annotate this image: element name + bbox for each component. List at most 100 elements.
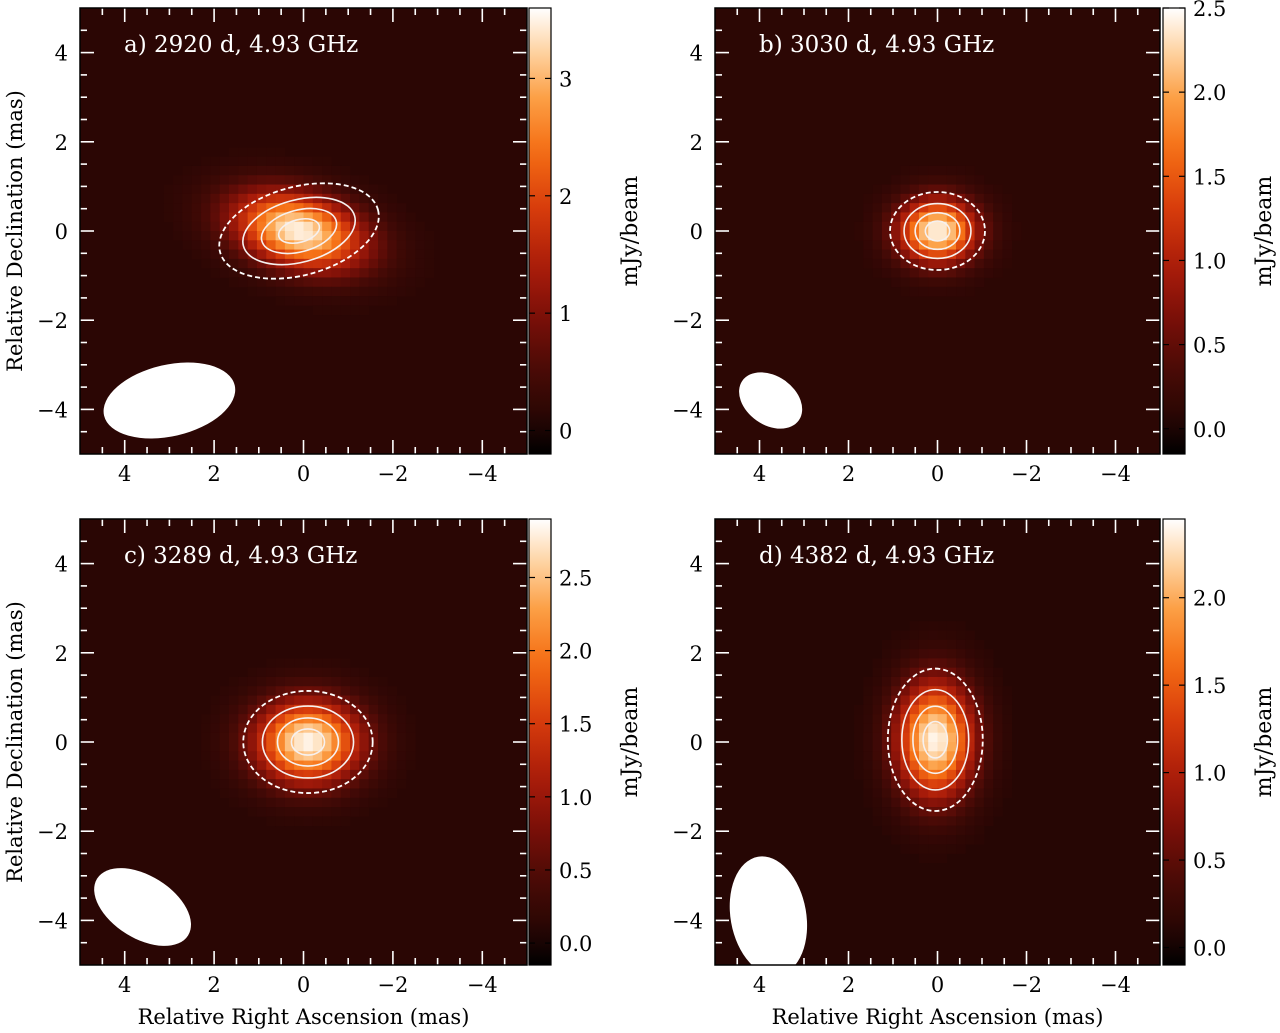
y-tick-label: −4 bbox=[37, 398, 68, 422]
heatmap-image bbox=[715, 8, 1160, 454]
heatmap-cell bbox=[238, 714, 249, 724]
heatmap-cell bbox=[359, 742, 370, 752]
heatmap-cell bbox=[256, 797, 267, 808]
heatmap-cell bbox=[201, 203, 211, 213]
heatmap-cell bbox=[322, 296, 332, 306]
heatmap-cell bbox=[368, 723, 379, 734]
heatmap-cell bbox=[983, 769, 994, 780]
heatmap-cell bbox=[387, 277, 398, 288]
heatmap-cell bbox=[256, 769, 267, 780]
heatmap-cell bbox=[219, 788, 230, 799]
heatmap-cell bbox=[350, 807, 360, 817]
heatmap-cell bbox=[303, 779, 314, 789]
heatmap-cell bbox=[266, 193, 276, 204]
heatmap-cell bbox=[909, 165, 920, 176]
heatmap-cell bbox=[210, 779, 221, 789]
heatmap-cell bbox=[965, 630, 975, 641]
heatmap-cell bbox=[340, 760, 351, 771]
heatmap-cell bbox=[229, 760, 239, 771]
heatmap-cell bbox=[928, 714, 938, 724]
heatmap-cell bbox=[863, 212, 873, 223]
heatmap-cell bbox=[993, 258, 1003, 269]
heatmap-cell bbox=[872, 769, 883, 780]
heatmap-cell bbox=[937, 639, 948, 650]
heatmap-cell bbox=[322, 779, 332, 789]
heatmap-cell bbox=[294, 658, 304, 669]
heatmap-cell bbox=[163, 212, 174, 223]
heatmap-cell bbox=[340, 296, 351, 306]
heatmap-cell bbox=[303, 695, 314, 706]
heatmap-cell bbox=[909, 258, 920, 269]
heatmap-cell bbox=[201, 723, 211, 734]
heatmap-cell bbox=[294, 723, 304, 734]
heatmap-cell bbox=[359, 231, 370, 241]
heatmap-cell bbox=[359, 732, 370, 743]
heatmap-cell bbox=[983, 658, 994, 669]
panel-d: 4 2 0 −2 −4 −4 −2 0 2 4 d) 4382 d, 4.93 GHz Relativ… bbox=[672, 518, 1277, 1029]
heatmap-cell bbox=[983, 667, 994, 678]
heatmap-cell bbox=[937, 221, 948, 232]
colorbar-tick-label: 0.5 bbox=[1193, 334, 1226, 358]
heatmap-cell bbox=[210, 258, 221, 269]
heatmap-cell bbox=[368, 704, 379, 715]
heatmap-cell bbox=[387, 788, 398, 799]
heatmap-cell bbox=[238, 193, 249, 204]
heatmap-cell bbox=[900, 816, 911, 827]
heatmap-cell bbox=[918, 268, 929, 278]
heatmap-cell bbox=[881, 203, 892, 213]
heatmap-cell bbox=[368, 249, 379, 260]
heatmap-cell bbox=[247, 203, 258, 213]
heatmap-cell bbox=[256, 184, 267, 195]
heatmap-cell bbox=[331, 231, 342, 241]
heatmap-cell bbox=[182, 193, 193, 204]
heatmap-cell bbox=[359, 695, 370, 706]
heatmap-cell bbox=[928, 630, 938, 641]
heatmap-cell bbox=[256, 704, 267, 715]
heatmap-cell bbox=[909, 175, 920, 185]
heatmap-cell bbox=[210, 249, 221, 260]
heatmap-cell bbox=[238, 723, 249, 734]
heatmap-cell bbox=[405, 212, 416, 223]
colorbar-tick-label: 1.0 bbox=[559, 786, 592, 810]
heatmap-cell bbox=[303, 249, 314, 260]
heatmap-cell bbox=[350, 667, 360, 678]
heatmap-cell bbox=[396, 203, 407, 213]
heatmap-cell bbox=[854, 221, 864, 232]
heatmap-cell bbox=[256, 686, 267, 696]
heatmap-cell bbox=[965, 714, 975, 724]
heatmap-cell bbox=[405, 221, 416, 232]
heatmap-cell bbox=[275, 723, 286, 734]
heatmap-cell bbox=[891, 639, 901, 650]
heatmap-cell bbox=[284, 221, 295, 232]
heatmap-cell bbox=[229, 769, 239, 780]
heatmap-cell bbox=[909, 658, 920, 669]
heatmap-cell bbox=[891, 686, 901, 696]
heatmap-cell bbox=[872, 723, 883, 734]
heatmap-cell bbox=[974, 258, 985, 269]
heatmap-cell bbox=[275, 193, 286, 204]
heatmap-cell bbox=[350, 193, 360, 204]
heatmap-cell bbox=[331, 807, 342, 817]
heatmap-cell bbox=[956, 788, 966, 799]
beam-ellipse bbox=[103, 362, 236, 439]
heatmap-cell bbox=[331, 760, 342, 771]
heatmap-cell bbox=[863, 203, 873, 213]
heatmap-cell bbox=[378, 286, 388, 297]
heatmap-cell bbox=[396, 268, 407, 278]
heatmap-cell bbox=[256, 723, 267, 734]
heatmap-cell bbox=[983, 184, 994, 195]
heatmap-cell bbox=[854, 704, 864, 715]
heatmap-cell bbox=[974, 212, 985, 223]
heatmap-cell bbox=[909, 639, 920, 650]
heatmap-cell bbox=[956, 751, 966, 761]
heatmap-cell bbox=[303, 807, 314, 817]
heatmap-cell bbox=[918, 184, 929, 195]
heatmap-cell bbox=[956, 844, 966, 854]
colorbar-tick-label: 1 bbox=[559, 302, 572, 326]
contour-1 bbox=[218, 182, 380, 280]
heatmap-cell bbox=[1002, 723, 1013, 734]
heatmap-cell bbox=[937, 630, 948, 641]
colorbar-tick-label: 0 bbox=[559, 420, 572, 444]
heatmap-cell bbox=[275, 240, 286, 250]
heatmap-cell bbox=[872, 732, 883, 743]
